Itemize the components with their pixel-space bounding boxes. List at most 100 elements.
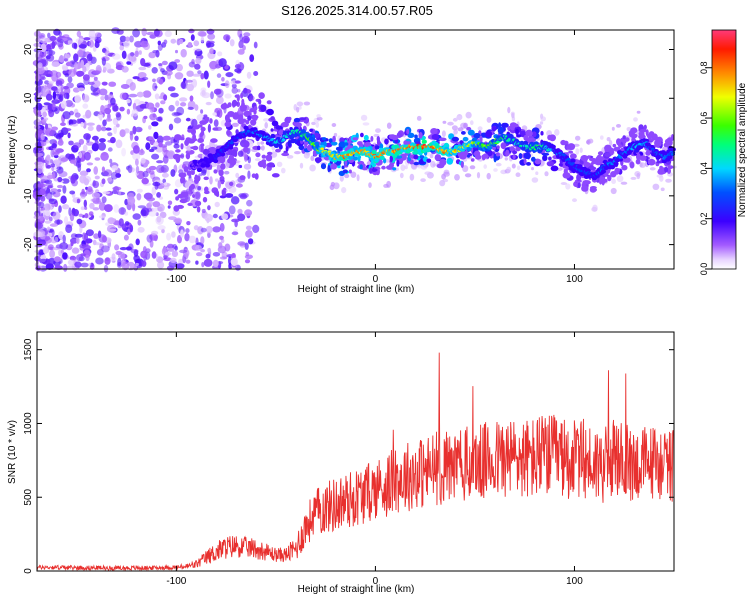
spectrogram-band-point [622, 135, 626, 140]
spectrogram-noise-point [60, 157, 69, 162]
spectrogram-noise-point [64, 40, 69, 45]
spectrogram-noise-point [218, 58, 227, 68]
spectrogram-band-point [591, 160, 596, 165]
spectrogram-noise-point [100, 96, 105, 101]
spectrogram-noise-point [197, 70, 202, 75]
spectrogram-band-point [495, 152, 500, 157]
spectrogram-noise-point [111, 165, 119, 171]
spectrogram-noise-point [130, 52, 135, 57]
spectrogram-band-point [526, 162, 531, 166]
y-tick-label: 500 [23, 488, 34, 505]
spectrogram-band-point [531, 131, 537, 138]
spectrogram-noise-point [76, 30, 82, 38]
spectrogram-noise-point [409, 173, 415, 181]
spectrogram-noise-point [238, 40, 244, 49]
spectrogram-noise-point [174, 59, 181, 63]
spectrogram-noise-point [572, 198, 577, 203]
spectrogram-noise-point [200, 73, 205, 80]
spectrogram-noise-point [504, 157, 508, 161]
spectrogram-noise-point [56, 166, 62, 170]
spectrogram-noise-point [67, 132, 71, 139]
spectrogram-band-point [229, 181, 234, 186]
snr-axes-box [36, 331, 675, 572]
spectrogram-noise-point [47, 184, 54, 189]
spectrogram-noise-point [495, 162, 502, 167]
spectrogram-trace-point [310, 138, 316, 143]
spectrogram-noise-point [185, 228, 190, 234]
spectrogram-noise-point [58, 205, 62, 213]
spectrogram-noise-point [80, 262, 89, 268]
spectrogram-noise-point [77, 49, 84, 58]
spectrogram-band-point [330, 163, 338, 170]
spectrogram-noise-point [46, 164, 52, 169]
spectrogram-band-point [240, 107, 247, 112]
spectrogram-noise-point [167, 205, 171, 209]
spectrogram-noise-point [105, 118, 113, 122]
spectrogram-noise-point [216, 73, 222, 78]
spectrogram-band-point [224, 114, 230, 122]
spectrogram-noise-point [263, 118, 269, 122]
spectrogram-noise-point [127, 164, 133, 174]
spectrogram-noise-point [37, 155, 45, 164]
snr-y-ticks: 0 500 1000 1500 [23, 338, 674, 574]
spectrogram-noise-point [316, 114, 321, 118]
spectrogram-noise-point [201, 208, 206, 214]
spectrogram-noise-point [188, 61, 196, 68]
spectrogram-noise-point [85, 109, 92, 119]
spectrogram-noise-point [234, 64, 241, 69]
spectrogram-noise-point [151, 251, 157, 259]
spectrogram-band-point [280, 121, 289, 128]
spectrogram-noise-point [469, 165, 476, 170]
spectrogram-noise-point [156, 164, 165, 174]
spectrogram-noise-point [424, 171, 432, 175]
spectrogram-noise-point [67, 40, 74, 45]
spectrogram-noise-point [200, 249, 206, 253]
spectrogram-band-point [643, 124, 647, 130]
spectrogram-noise-point [608, 140, 613, 146]
spectrogram-noise-point [45, 123, 48, 130]
spectrogram-noise-point [62, 111, 71, 120]
spectrogram-noise-point [69, 212, 75, 222]
spectrogram-noise-point [65, 224, 73, 233]
spectrogram-noise-point [49, 223, 58, 227]
spectrogram-noise-point [166, 265, 175, 271]
spectrogram-band-point [342, 169, 348, 174]
spectrogram-noise-point [146, 31, 155, 36]
spectrogram-noise-point [665, 178, 672, 183]
spectrogram-noise-point [155, 102, 160, 108]
spectrogram-band-point [621, 164, 628, 171]
spectrogram-band-point [430, 128, 438, 135]
spectrogram-noise-point [148, 136, 155, 141]
spectrogram-noise-point [134, 259, 142, 263]
spectrogram-noise-point [157, 40, 161, 46]
spectrogram-noise-point [173, 143, 180, 149]
spectrogram-noise-point [107, 217, 115, 225]
spectrogram-noise-point [195, 244, 202, 251]
spectrogram-band-point [199, 120, 208, 125]
spectrogram-noise-point [186, 83, 194, 92]
spectrogram-noise-point [37, 183, 46, 188]
spectrogram-band-point [247, 115, 252, 121]
spectrogram-noise-point [82, 66, 87, 73]
spectrogram-noise-point [142, 90, 152, 98]
spectrogram-noise-point [85, 229, 94, 237]
spectrogram-noise-point [51, 143, 58, 149]
spectrogram-noise-point [453, 129, 458, 135]
spectrogram-noise-point [79, 170, 89, 177]
spectrogram-noise-point [215, 88, 224, 98]
spectrogram-noise-point [151, 207, 160, 212]
spectrogram-noise-point [237, 150, 244, 157]
spectrogram-noise-point [52, 150, 56, 156]
figure-title: S126.2025.314.00.57.R05 [281, 3, 433, 18]
spectrogram-noise-point [231, 87, 238, 94]
spectrogram-noise-point [44, 80, 50, 85]
spectrogram-noise-point [35, 37, 41, 42]
spectrogram-band-point [497, 126, 504, 135]
spectrogram-band-point [255, 152, 261, 158]
y-tick-label: -10 [23, 188, 34, 203]
spectrogram-noise-point [57, 139, 64, 146]
spectrogram-noise-point [244, 259, 251, 264]
spectrogram-band-point [418, 132, 423, 139]
spectrogram-noise-point [45, 263, 54, 270]
spectrogram-band-point [376, 136, 380, 142]
